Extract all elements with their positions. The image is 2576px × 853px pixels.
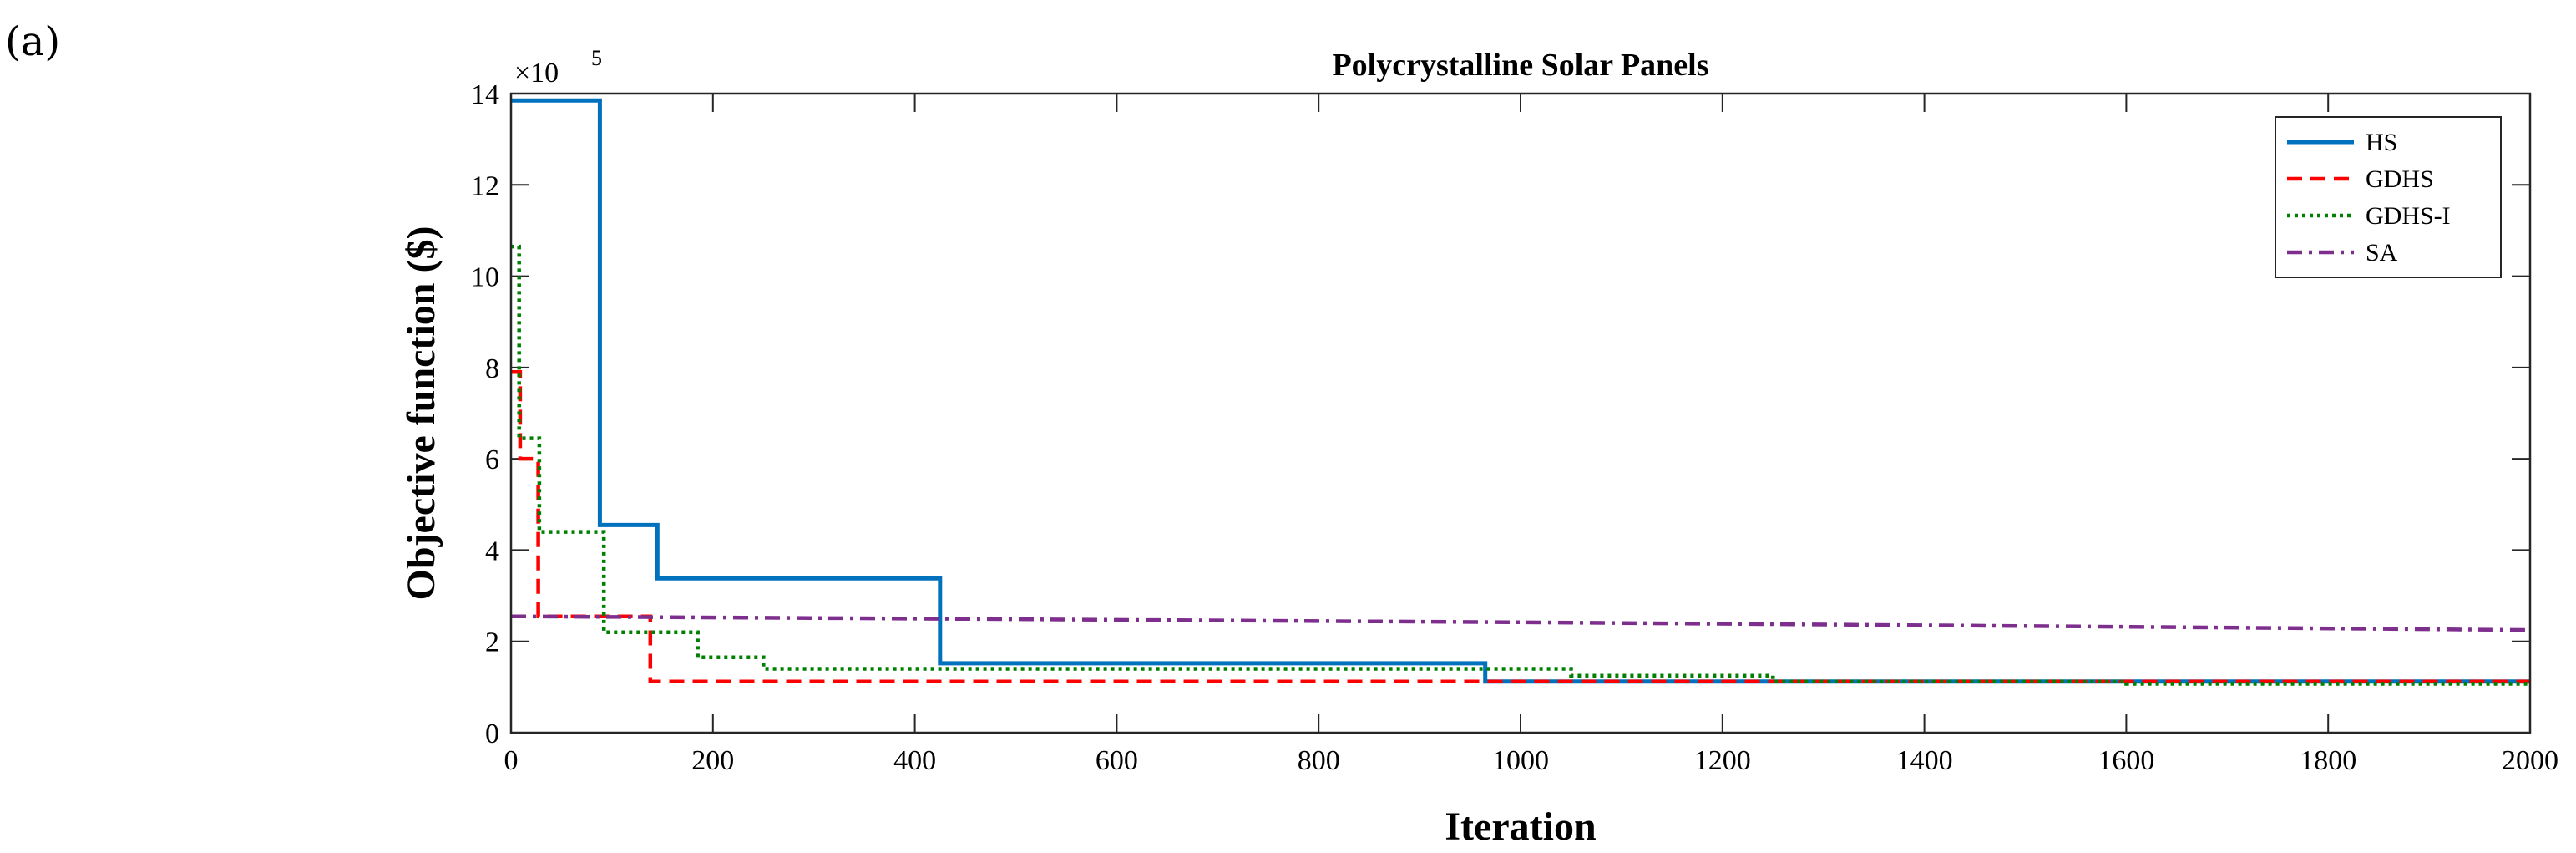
legend-box bbox=[2275, 116, 2502, 278]
x-tick-label: 800 bbox=[1298, 745, 1340, 776]
y-tick-label: 6 bbox=[485, 444, 499, 475]
legend-label-hs: HS bbox=[2366, 129, 2397, 156]
series-line-gdhs bbox=[511, 370, 2530, 684]
x-axis-label: Iteration bbox=[1445, 805, 1596, 849]
chart-title: Polycrystalline Solar Panels bbox=[1332, 48, 1708, 83]
y-tick-label: 0 bbox=[485, 718, 499, 749]
x-tick-label: 1200 bbox=[1694, 745, 1751, 776]
y-axis-label: Objective function ($) bbox=[399, 226, 443, 601]
y-tick-label: 14 bbox=[471, 79, 499, 110]
legend-label-gdhs-i: GDHS-I bbox=[2366, 202, 2451, 230]
x-tick-label: 1600 bbox=[2098, 745, 2154, 776]
series-line-hs bbox=[511, 98, 2530, 684]
y-tick-label: 4 bbox=[485, 536, 499, 566]
x-tick-label: 400 bbox=[893, 745, 936, 776]
x-tick-label: 200 bbox=[691, 745, 734, 776]
x-tick-label: 1000 bbox=[1492, 745, 1549, 776]
y-multiplier: ×10 bbox=[514, 58, 559, 89]
x-tick-label: 0 bbox=[504, 745, 519, 776]
legend-label-gdhs: GDHS bbox=[2366, 165, 2434, 193]
y-exponent: 5 bbox=[591, 46, 602, 70]
x-tick-label: 600 bbox=[1096, 745, 1138, 776]
y-tick-label: 12 bbox=[471, 170, 499, 201]
panel-label: (a) bbox=[5, 18, 60, 65]
x-tick-label: 1800 bbox=[2300, 745, 2356, 776]
series-line-sa bbox=[511, 614, 2530, 632]
plot-area bbox=[511, 94, 2530, 733]
y-tick-label: 10 bbox=[471, 262, 499, 293]
y-tick-label: 8 bbox=[485, 353, 499, 384]
x-tick-label: 1400 bbox=[1896, 745, 1953, 776]
axes-box bbox=[509, 92, 2532, 734]
y-tick-label: 2 bbox=[485, 627, 499, 658]
legend-label-sa: SA bbox=[2366, 239, 2398, 267]
x-tick-label: 2000 bbox=[2502, 745, 2558, 776]
